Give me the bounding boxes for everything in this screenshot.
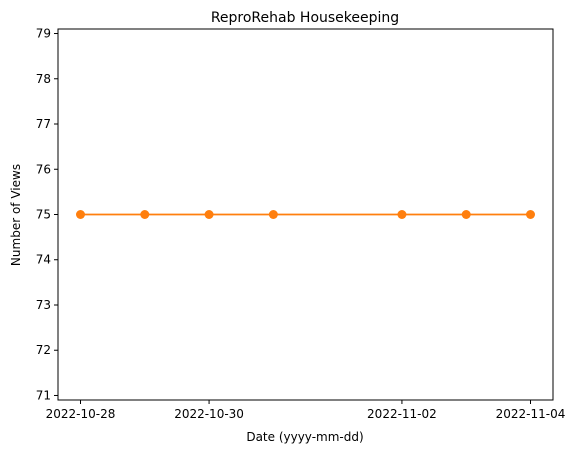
x-tick-label: 2022-10-28 <box>46 407 116 421</box>
y-tick-label: 75 <box>36 208 51 222</box>
x-tick-label: 2022-10-30 <box>174 407 244 421</box>
plot-frame <box>57 28 554 401</box>
y-tick-label: 72 <box>36 343 51 357</box>
data-point <box>204 210 214 219</box>
data-point <box>140 210 150 219</box>
chart-title: ReproRehab Housekeeping <box>211 10 399 26</box>
y-tick-label: 78 <box>36 72 51 86</box>
y-tick-label: 79 <box>36 27 51 41</box>
y-tick-label: 74 <box>36 253 51 267</box>
x-tick-label: 2022-11-02 <box>367 407 437 421</box>
y-axis-label: Number of Views <box>9 164 23 266</box>
plot-area: 71 72 73 74 75 76 77 78 79 2022-10-28 2022-10-30 20… <box>36 27 566 421</box>
y-tick-label: 76 <box>36 162 51 176</box>
y-tick-label: 71 <box>36 388 51 402</box>
y-tick-label: 73 <box>36 298 51 312</box>
data-point <box>461 210 471 219</box>
y-tick-label: 77 <box>36 117 51 131</box>
data-point <box>397 210 407 219</box>
data-point <box>268 210 278 219</box>
data-point <box>76 210 85 219</box>
data-point <box>526 210 535 219</box>
x-tick-label: 2022-11-04 <box>496 407 566 421</box>
x-axis-label: Date (yyyy-mm-dd) <box>246 430 363 444</box>
